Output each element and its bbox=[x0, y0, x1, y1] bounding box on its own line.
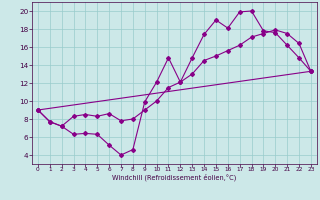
X-axis label: Windchill (Refroidissement éolien,°C): Windchill (Refroidissement éolien,°C) bbox=[112, 174, 236, 181]
